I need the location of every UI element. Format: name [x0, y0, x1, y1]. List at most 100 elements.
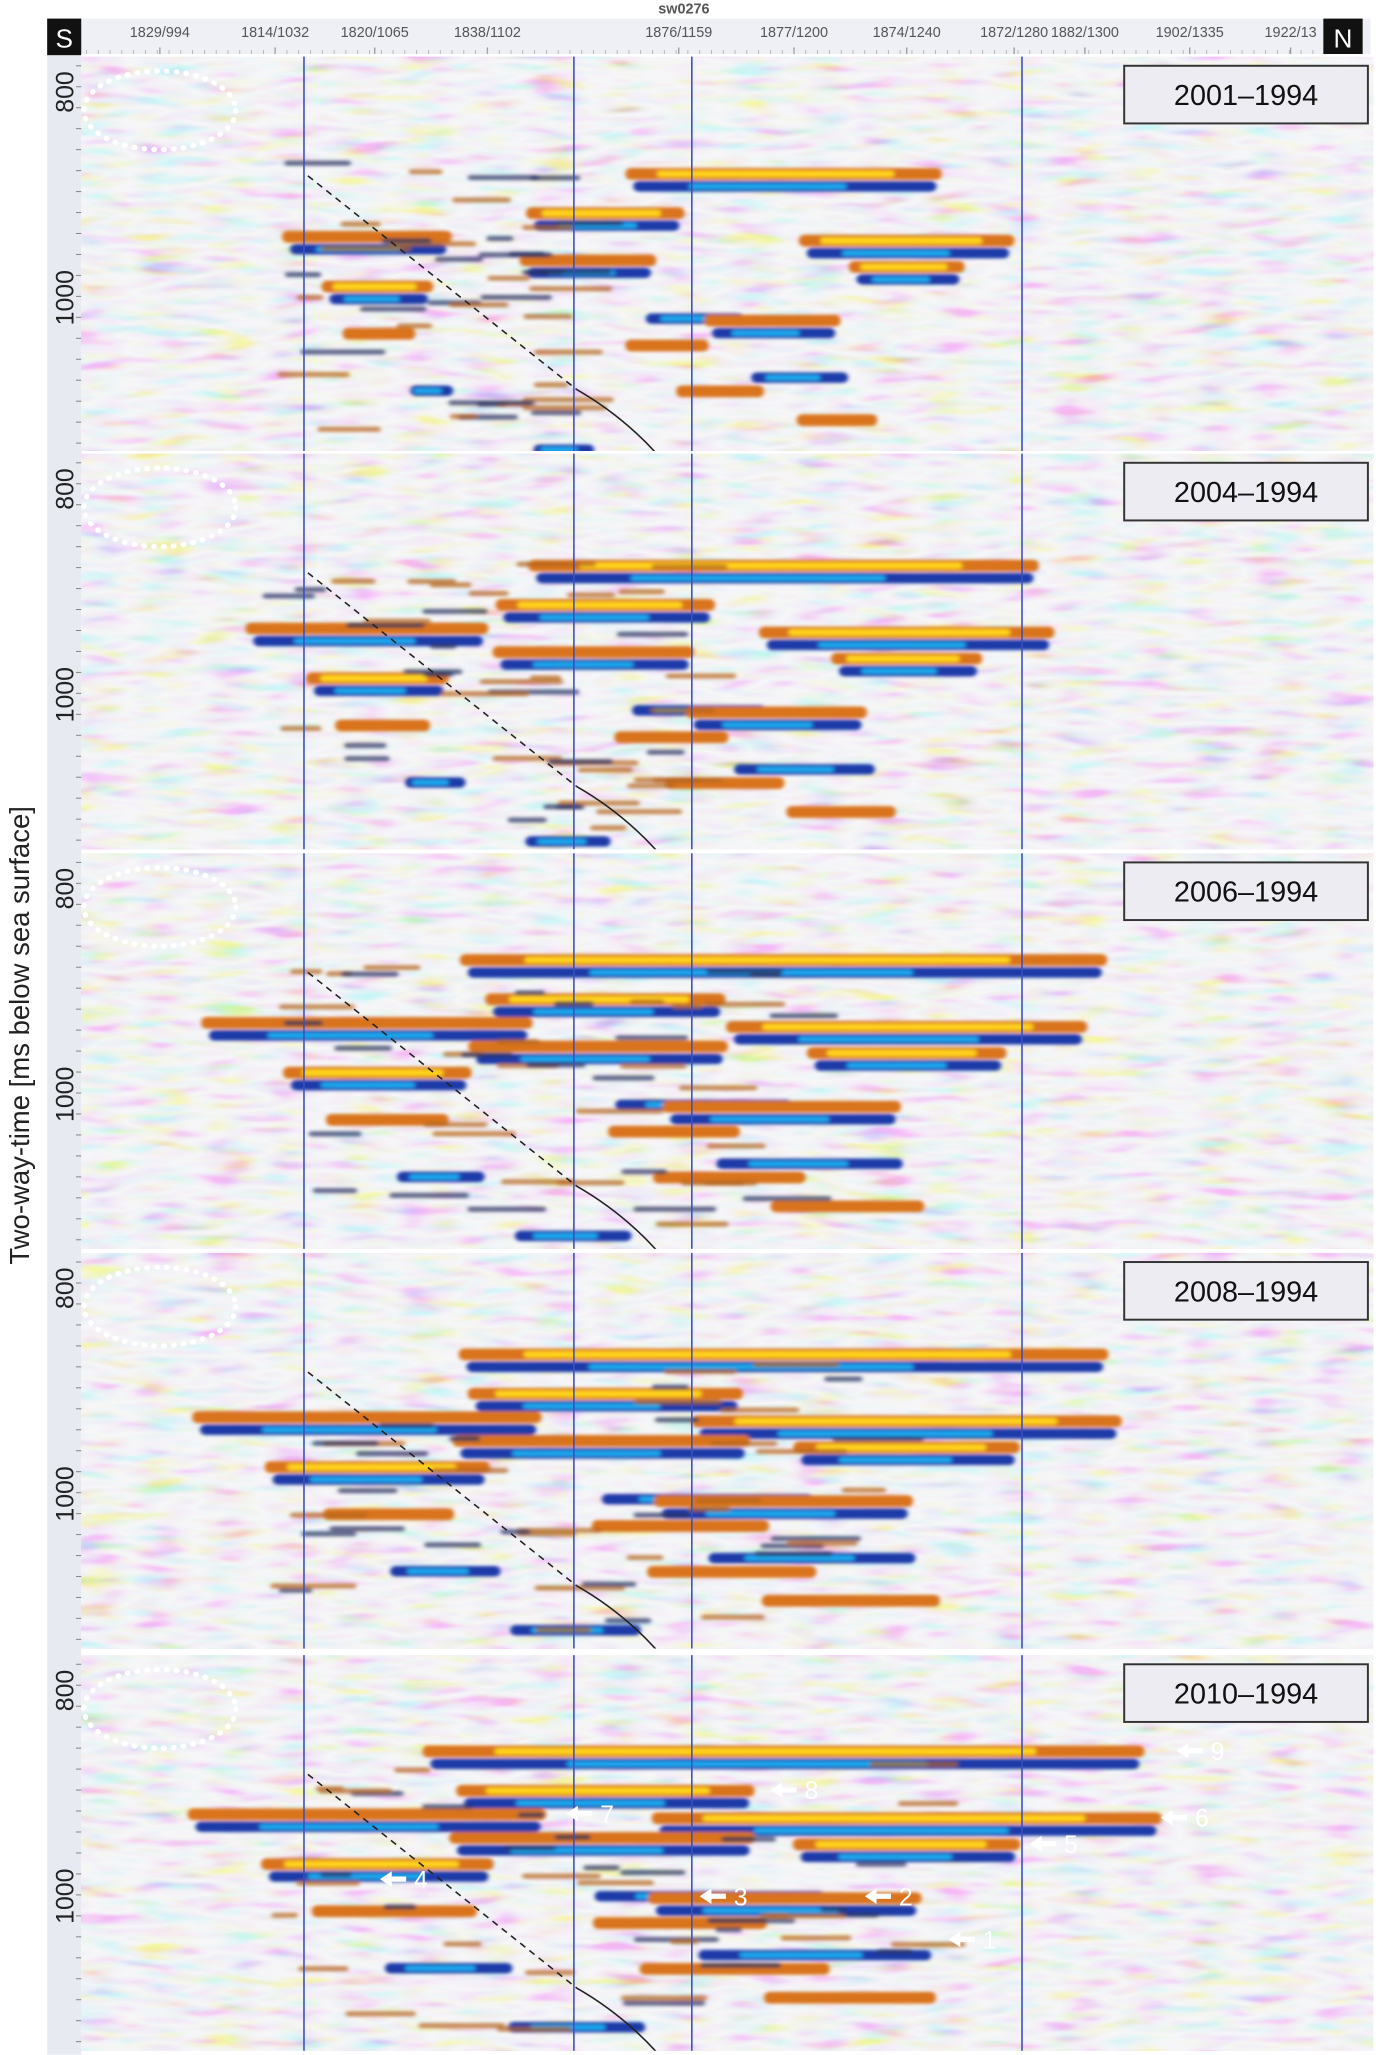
- trace-strip: [47, 18, 1371, 56]
- reflector-fragment: [424, 1542, 482, 1548]
- trace-label: 1872/1280: [980, 25, 1048, 41]
- reflector-cyan: [630, 575, 886, 581]
- reflector-cyan: [294, 638, 416, 644]
- reflector-cyan: [343, 296, 400, 302]
- reflector-fragment: [651, 564, 728, 570]
- reflector-fragment: [620, 1869, 686, 1876]
- reflector-yellow: [523, 1351, 1011, 1358]
- y-tick-label: 800: [51, 1670, 79, 1712]
- title-box: [1123, 64, 1369, 125]
- reflector-fragment: [449, 413, 478, 420]
- reflector-fragment: [517, 1812, 545, 1818]
- reflector-yellow: [494, 1748, 1037, 1755]
- reflector-orange: [187, 1808, 547, 1821]
- reflector-cyan: [660, 316, 717, 322]
- marker-label: 8: [804, 1777, 818, 1805]
- reflector-fragment: [629, 999, 665, 1005]
- panel: 2008–1994 800 1000: [51, 1250, 1374, 1649]
- reflector-cyan: [739, 1952, 863, 1958]
- south-box: [47, 18, 82, 56]
- reflector-cyan: [267, 1032, 434, 1038]
- reflector-fragment: [522, 269, 564, 275]
- panel: 2004–1994 800 1000: [51, 450, 1374, 850]
- highlight-ellipse: [81, 1264, 239, 1349]
- reflector-yellow: [846, 655, 960, 662]
- reflector-orange: [201, 1017, 533, 1029]
- reflector-fragment: [581, 1581, 637, 1587]
- reflector-cyan: [406, 1568, 469, 1574]
- reflector-cyan: [405, 1965, 476, 1971]
- reflector-yellow: [657, 170, 895, 178]
- panel-title: 2008–1994: [1174, 1276, 1318, 1308]
- reflector-fragment: [615, 1035, 689, 1041]
- north-box: [1323, 18, 1363, 56]
- reflector-cyan: [688, 183, 847, 189]
- reflector-fragment: [619, 1063, 687, 1069]
- reflector-yellow: [524, 956, 1011, 964]
- reflector-fragment: [577, 1880, 654, 1886]
- reflector-orange: [449, 1831, 755, 1844]
- reflector-yellow: [332, 283, 417, 290]
- reflector-orange: [245, 622, 489, 635]
- marker-arrow: [770, 1782, 797, 1798]
- reflector-fragment: [334, 1045, 393, 1051]
- marker-label: 5: [1064, 1831, 1078, 1859]
- marker-arrow: [566, 1805, 593, 1822]
- reflector-cyan: [533, 1009, 654, 1015]
- reflector-fragment: [707, 1917, 796, 1924]
- reflector-fragment: [500, 1529, 531, 1535]
- reflector-fragment: [284, 272, 322, 278]
- marker-label: 7: [600, 1801, 614, 1829]
- reflector-fragment: [312, 1187, 358, 1194]
- reflector-cyan: [309, 1476, 423, 1483]
- reflector-fragment: [820, 1906, 847, 1912]
- reflector-fragment: [700, 1614, 765, 1620]
- reflector-orange: [662, 1100, 901, 1113]
- reflector-fragment: [646, 749, 685, 755]
- title-box: [1123, 1261, 1369, 1321]
- reflector-fragment: [289, 1512, 368, 1518]
- reflector-fragment: [383, 1904, 417, 1910]
- reflector-yellow: [816, 1444, 986, 1451]
- reflector-cyan: [777, 1431, 993, 1437]
- reflector-fragment: [547, 758, 613, 765]
- reflector-orange: [192, 1411, 542, 1424]
- reflector-fragment: [721, 1836, 777, 1842]
- reflector-fragment: [422, 608, 488, 614]
- reflector-fragment: [634, 1399, 722, 1405]
- highlight-ellipse: [81, 68, 239, 153]
- reflector-cyan: [413, 388, 442, 394]
- reflector-orange: [614, 731, 729, 744]
- reflector-cyan: [522, 1403, 661, 1409]
- reflector-fragment: [766, 1913, 846, 1919]
- reflector-fragment: [452, 197, 512, 203]
- reflector-orange: [342, 327, 416, 340]
- reflector-fragment: [522, 405, 608, 411]
- marker-arrow: [1176, 1742, 1203, 1759]
- reflector-fragment: [649, 707, 715, 714]
- reflector-orange: [770, 1200, 925, 1213]
- reflector-fragment: [429, 643, 457, 649]
- reflector-fragment: [618, 589, 665, 595]
- reflector-cyan: [838, 1457, 952, 1463]
- reflector-orange: [676, 385, 764, 398]
- reflector-fragment: [317, 426, 381, 432]
- reflector-yellow: [320, 675, 428, 682]
- reflector-fragment: [381, 238, 432, 244]
- reflector-yellow: [815, 1841, 987, 1848]
- reflector-fragment: [449, 302, 509, 308]
- reflector-fragment: [468, 590, 509, 596]
- reflector-fragment: [529, 286, 613, 292]
- reflector-cyan: [512, 1450, 661, 1456]
- reflector-orange: [786, 806, 896, 818]
- reflector-fragment: [480, 294, 552, 301]
- reflector-yellow: [301, 1069, 444, 1076]
- panel: 2010–1994 800 1000: [51, 1652, 1374, 2051]
- reflector-fragment: [530, 410, 582, 416]
- reflector-yellow: [860, 263, 948, 271]
- reflector-fragment: [621, 1169, 668, 1175]
- reflector-fragment: [507, 817, 547, 823]
- reflector-orange: [704, 314, 841, 327]
- reflector-fragment: [320, 245, 412, 252]
- reflector-fragment: [300, 349, 386, 355]
